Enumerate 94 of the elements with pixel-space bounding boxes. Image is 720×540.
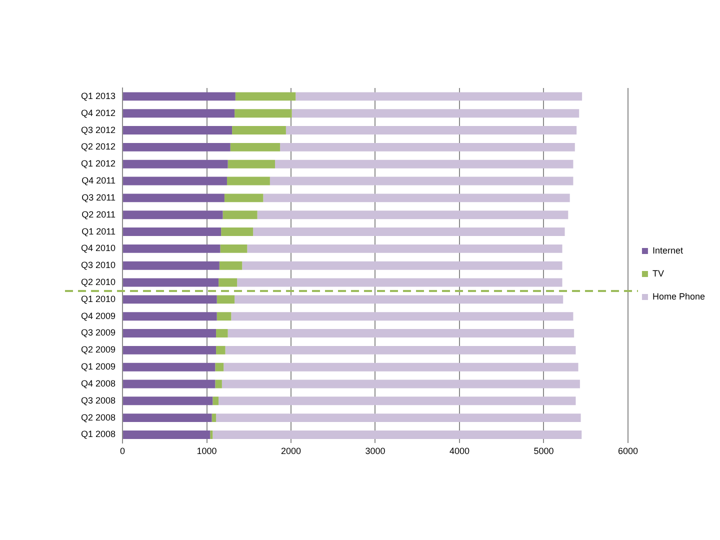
y-tick-label: Q2 2012 xyxy=(80,142,116,152)
bar xyxy=(280,142,575,152)
bar xyxy=(270,176,574,186)
bar xyxy=(210,430,213,439)
bar xyxy=(123,261,220,270)
bar xyxy=(226,176,270,186)
bar xyxy=(222,210,258,220)
y-tick-label: Q3 2012 xyxy=(80,124,116,135)
bar xyxy=(219,261,242,270)
bar xyxy=(123,210,223,220)
bar xyxy=(286,126,577,135)
bar xyxy=(225,346,576,354)
y-tick-label: Q3 2011 xyxy=(82,192,116,202)
bar xyxy=(224,194,264,202)
bar xyxy=(123,109,235,118)
bar xyxy=(257,210,568,220)
x-tick-label: 2000 xyxy=(280,446,302,456)
bar xyxy=(247,244,562,253)
bar xyxy=(218,278,238,287)
x-tick-label: 3000 xyxy=(365,446,386,456)
y-tick-label: Q1 2013 xyxy=(80,90,116,101)
y-tick-label: Q2 2011 xyxy=(82,209,116,220)
bar xyxy=(123,329,216,338)
bar xyxy=(123,346,216,354)
bar xyxy=(218,396,576,406)
bar xyxy=(234,109,292,118)
y-tick-label: Q1 2011 xyxy=(82,226,116,236)
x-tick-label: 6000 xyxy=(618,446,638,456)
bar xyxy=(212,414,216,422)
bar xyxy=(228,329,574,338)
legend-label: TV xyxy=(652,268,664,278)
y-tick-label: Q4 2008 xyxy=(80,378,116,388)
legend-label: Internet xyxy=(652,245,684,256)
bar xyxy=(123,142,230,152)
bar xyxy=(222,380,580,388)
bar xyxy=(296,92,582,101)
y-tick-label: Q1 2012 xyxy=(80,158,116,169)
y-tick-label: Q4 2011 xyxy=(82,176,116,186)
y-tick-label: Q1 2008 xyxy=(80,429,116,440)
y-tick-label: Q4 2010 xyxy=(80,243,116,254)
y-tick-label: Q4 2012 xyxy=(80,108,116,118)
bar xyxy=(292,109,580,118)
y-tick-label: Q3 2008 xyxy=(80,395,116,406)
y-tick-label: Q4 2009 xyxy=(80,310,116,321)
bar xyxy=(123,362,216,372)
bar xyxy=(123,380,216,388)
bar xyxy=(212,430,582,439)
bar xyxy=(123,278,219,287)
bar xyxy=(123,176,227,186)
x-tick-label: 1000 xyxy=(196,446,217,456)
bar xyxy=(215,362,224,372)
bar xyxy=(123,126,232,135)
x-tick-label: 4000 xyxy=(449,446,470,456)
legend-label: Home Phone xyxy=(652,291,706,302)
y-tick-label: Q3 2009 xyxy=(80,328,116,338)
y-tick-label: Q3 2010 xyxy=(80,260,116,270)
bar xyxy=(123,430,210,439)
bar xyxy=(224,362,578,372)
y-tick-label: Q2 2008 xyxy=(80,412,116,422)
bar xyxy=(242,261,562,270)
bar xyxy=(123,244,220,253)
bar xyxy=(234,295,564,304)
bar xyxy=(123,160,228,168)
bar xyxy=(123,414,212,422)
bar xyxy=(212,396,219,406)
bar xyxy=(215,380,222,388)
bar xyxy=(253,228,565,236)
bar xyxy=(263,194,570,202)
bar xyxy=(237,278,562,287)
bar xyxy=(231,312,574,321)
bar xyxy=(123,312,217,321)
bar xyxy=(235,92,296,101)
y-tick-label: Q1 2009 xyxy=(80,362,116,372)
y-tick-label: Q1 2010 xyxy=(80,294,116,304)
bar xyxy=(220,244,248,253)
bar xyxy=(216,295,235,304)
bar xyxy=(123,396,213,406)
bar xyxy=(230,142,280,152)
bar xyxy=(123,194,224,202)
bar xyxy=(216,414,581,422)
bar xyxy=(216,329,228,338)
bar xyxy=(232,126,286,135)
bar xyxy=(228,160,275,168)
y-tick-label: Q2 2009 xyxy=(80,344,116,355)
y-tick-label: Q2 2010 xyxy=(80,277,116,287)
bar xyxy=(123,228,222,236)
bar xyxy=(216,312,232,321)
bar xyxy=(221,228,254,236)
bar xyxy=(123,92,236,101)
x-tick-label: 0 xyxy=(120,446,126,456)
bar xyxy=(275,160,574,168)
bar xyxy=(123,295,217,304)
x-tick-label: 5000 xyxy=(534,446,554,456)
bar xyxy=(216,346,226,354)
